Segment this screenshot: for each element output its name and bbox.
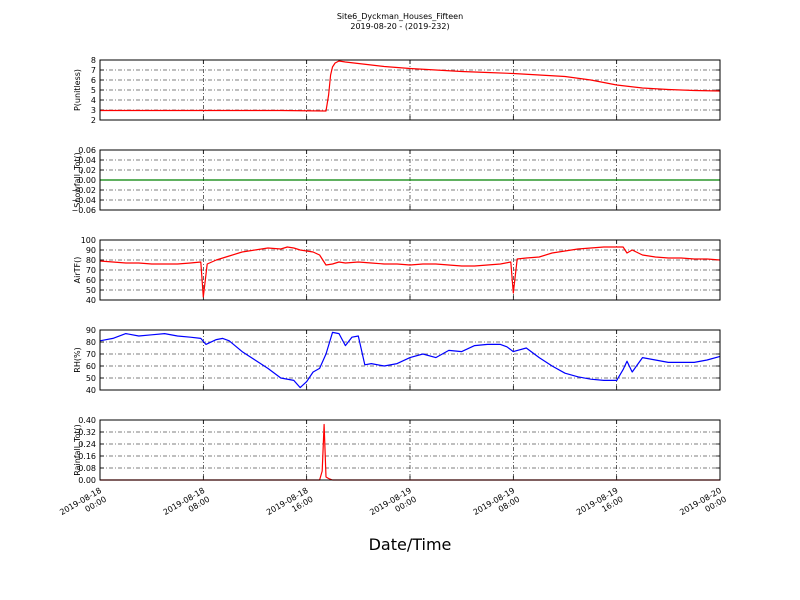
y-tick-label: 7: [91, 66, 96, 75]
axes-frame: [99, 239, 721, 301]
y-tick-label: 2: [91, 116, 96, 125]
y-tick-label: 60: [86, 362, 96, 371]
x-tick-label: 2019-08-1816:00: [265, 486, 315, 526]
axes-frame: [99, 419, 721, 481]
series-line-1: [100, 60, 721, 112]
y-tick-label: 40: [86, 386, 96, 395]
y-tick-label: 70: [86, 350, 96, 359]
x-tick-label: 2019-08-2000:00: [678, 486, 728, 526]
x-tick-label: 2019-08-1900:00: [368, 486, 418, 526]
chart-title: Site6_Dyckman_Houses_Fifteen: [337, 12, 463, 21]
x-tick-label: 2019-08-1908:00: [472, 486, 522, 526]
y-tick-label: 40: [86, 296, 96, 305]
y-tick-label: −0.02: [71, 186, 96, 195]
subplot-4: 40 50 60 70 80 90 RH(%): [73, 326, 721, 395]
y-tick-label: 90: [86, 246, 96, 255]
y-tick-label: 100: [81, 236, 96, 245]
y-tick-label: 50: [86, 286, 96, 295]
y-tick-label: 0.32: [78, 428, 96, 437]
axes-frame: [99, 59, 721, 121]
y-tick-label: 0.40: [78, 416, 96, 425]
y-tick-label: 50: [86, 374, 96, 383]
y-tick-label: −0.04: [71, 196, 96, 205]
x-tick-label: 2019-08-1800:00: [58, 486, 108, 526]
y-tick-label: 0.02: [78, 166, 96, 175]
x-axis-label: Date/Time: [369, 535, 452, 554]
y-tick-label: 70: [86, 266, 96, 275]
x-axis: 2019-08-1800:00 2019-08-1808:00 2019-08-18…: [58, 486, 728, 526]
y-tick-label: 0.24: [78, 440, 96, 449]
y-tick-label: 60: [86, 276, 96, 285]
y-tick-label: 8: [91, 56, 96, 65]
y-axis-label: RH(%): [73, 347, 82, 372]
y-axis-label: Snowfall_Tot(): [73, 152, 82, 208]
y-tick-label: 0.06: [78, 146, 96, 155]
y-tick-label: 4: [91, 96, 96, 105]
axes-frame: [99, 329, 721, 391]
y-tick-label: 0.08: [78, 464, 96, 473]
y-axis-label: AirTF(): [73, 257, 82, 284]
y-axis-label: P(unitless): [73, 69, 82, 111]
y-tick-label: 5: [91, 86, 96, 95]
y-tick-label: 0.00: [78, 476, 96, 485]
y-tick-label: 6: [91, 76, 96, 85]
y-tick-label: 0.00: [78, 176, 96, 185]
y-tick-label: −0.06: [71, 206, 96, 215]
y-tick-label: 80: [86, 338, 96, 347]
y-axis-label: Rainfall_Tot(): [73, 424, 82, 476]
x-tick-label: 2019-08-1916:00: [575, 486, 625, 526]
x-tick-label: 2019-08-1808:00: [162, 486, 212, 526]
y-tick-label: 80: [86, 256, 96, 265]
chart-subtitle: 2019-08-20 - (2019-232): [350, 22, 449, 31]
subplots: 2345678P(unitless)−0.06−0.04−0.020.000.0…: [71, 56, 721, 485]
y-tick-label: 0.16: [78, 452, 96, 461]
series-line-3: [99, 246, 721, 298]
y-tick-label: 90: [86, 326, 96, 335]
y-tick-label: 3: [91, 106, 96, 115]
y-tick-label: 0.04: [78, 156, 96, 165]
series-line-4: [99, 331, 721, 389]
axes-frame: [99, 149, 721, 211]
subplot-2: −0.06−0.04−0.020.000.020.040.06Snowfall_…: [71, 146, 721, 215]
